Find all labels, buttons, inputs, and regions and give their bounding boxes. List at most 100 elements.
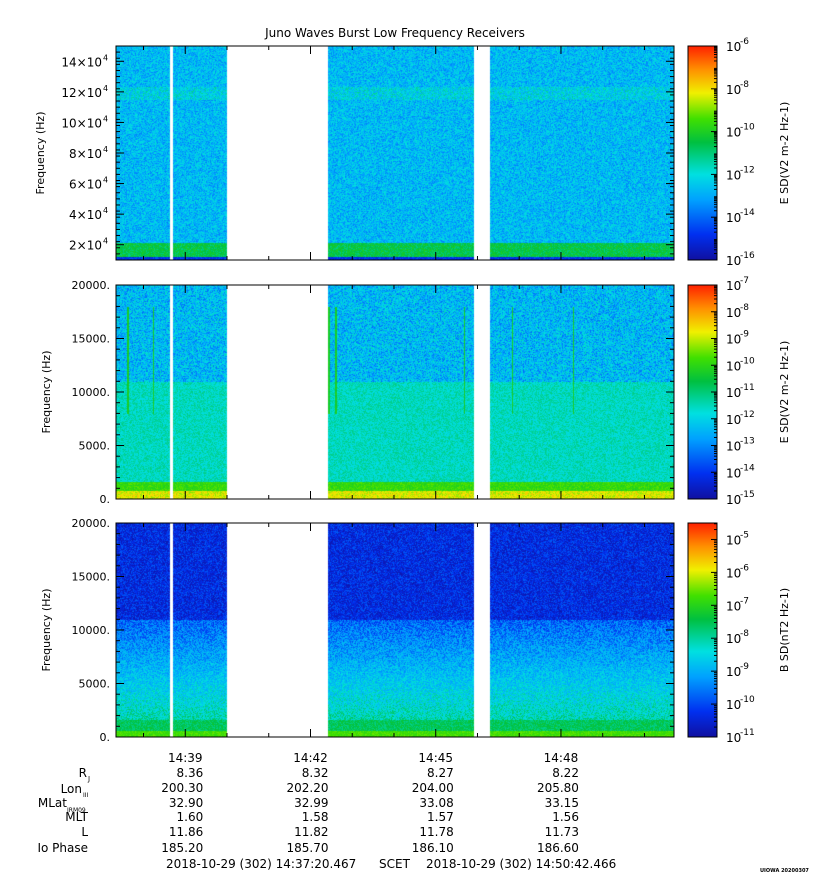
y-tick-label: 15000. <box>72 333 111 346</box>
colorbar-tick-label: 10 <box>726 126 741 140</box>
colorbar-tick-exponent: -5 <box>740 530 749 540</box>
colorbar-tick-label: 10 <box>726 566 741 580</box>
colorbar-tick-label: 10 <box>726 83 741 97</box>
colorbar-tick-label: 10 <box>726 40 741 54</box>
ephemeris-value: 11.73 <box>545 825 579 839</box>
colorbar-tick-exponent: -7 <box>740 596 749 606</box>
ephemeris-value: 33.08 <box>419 796 453 810</box>
colorbar-tick-exponent: -11 <box>740 383 755 393</box>
colorbar-tick-label: 10 <box>726 533 741 547</box>
eph-label-io: Io Phase <box>37 841 88 855</box>
ephemeris-value: 8.27 <box>427 766 454 780</box>
ephemeris-value: 11.86 <box>169 825 203 839</box>
colorbar-tick-label: 10 <box>726 211 741 225</box>
colorbar-tick-exponent: -14 <box>740 463 755 473</box>
colorbar-tick-label: 10 <box>726 254 741 268</box>
eph-label-mlat: MLat JRM09 <box>38 796 86 814</box>
colorbar-label: B SD(nT2 Hz-1) <box>778 588 791 672</box>
y-tick-label: 10000. <box>72 624 111 637</box>
ephemeris-value: 8.36 <box>177 766 204 780</box>
svg-text:Lon: Lon <box>61 782 82 796</box>
footer-end: 2018-10-29 (302) 14:50:42.466 <box>426 857 616 871</box>
colorbar-tick-label: 10 <box>726 306 741 320</box>
colorbar-tick-exponent: -15 <box>740 490 755 500</box>
ephemeris-value: 8.22 <box>552 766 579 780</box>
eph-label-l: L <box>81 825 88 839</box>
y-tick-label: 14×10 <box>61 55 102 69</box>
x-tick-label: 14:39 <box>168 751 203 765</box>
colorbar-tick-label: 10 <box>726 386 741 400</box>
colorbar-tick-label: 10 <box>726 359 741 373</box>
y-tick-label: 20000. <box>72 279 111 292</box>
ephemeris-value: 32.90 <box>169 796 203 810</box>
colorbar-tick-exponent: -8 <box>740 80 749 90</box>
colorbar-tick-exponent: -12 <box>740 410 755 420</box>
footer-stamp: UIOWA 20200307 <box>760 868 809 874</box>
colorbar-tick-exponent: -8 <box>740 629 749 639</box>
y-tick-exponent: 4 <box>103 237 108 246</box>
ephemeris-value: 1.58 <box>302 810 329 824</box>
y-tick-exponent: 4 <box>103 145 108 154</box>
panel-3-axes: 0. 5000. 10000. 15000. 20000. Frequency (Hz) 1… <box>40 517 791 745</box>
colorbar-2 <box>687 284 718 500</box>
ephemeris-value: 202.20 <box>286 781 328 795</box>
y-tick-label: 0. <box>100 731 111 744</box>
ephemeris-value: 205.80 <box>537 781 579 795</box>
colorbar-tick-label: 10 <box>726 279 741 293</box>
colorbar-tick-exponent: -13 <box>740 437 755 447</box>
y-axis-label: Frequency (Hz) <box>40 589 53 672</box>
ephemeris-value: 1.60 <box>177 810 204 824</box>
ephemeris-value: 1.56 <box>552 810 579 824</box>
colorbar-tick-exponent: -10 <box>740 695 755 705</box>
svg-text:JRM09: JRM09 <box>66 807 86 814</box>
colorbar-1 <box>687 45 718 261</box>
colorbar-label: E SD(V2 m-2 Hz-1) <box>778 341 791 444</box>
y-tick-label: 10×10 <box>61 116 102 130</box>
x-tick-label: 14:48 <box>544 751 579 765</box>
colorbar-tick-exponent: -14 <box>740 208 755 218</box>
ephemeris-value: 204.00 <box>412 781 454 795</box>
colorbar-tick-exponent: -10 <box>740 356 755 366</box>
colorbar-tick-exponent: -16 <box>740 251 755 261</box>
colorbar-tick-exponent: -12 <box>740 165 755 175</box>
colorbar-tick-exponent: -7 <box>740 276 749 286</box>
y-tick-label: 8×10 <box>69 147 102 161</box>
spectrogram-2 <box>116 285 674 499</box>
y-tick-label: 0. <box>100 493 111 506</box>
spectrogram-3 <box>116 523 674 737</box>
colorbar-tick-exponent: -6 <box>740 563 749 573</box>
y-tick-exponent: 4 <box>103 84 108 93</box>
y-tick-label: 5000. <box>79 678 111 691</box>
colorbar-tick-label: 10 <box>726 698 741 712</box>
svg-text:J: J <box>87 775 90 783</box>
colorbar-tick-label: 10 <box>726 333 741 347</box>
y-tick-label: 20000. <box>72 517 111 530</box>
ephemeris-value: 185.70 <box>286 841 328 855</box>
panel-2-axes: 0. 5000. 10000. 15000. 20000. Frequency (Hz) 1… <box>40 276 791 507</box>
chart-title: Juno Waves Burst Low Frequency Receivers <box>264 26 525 40</box>
ephemeris-value: 11.82 <box>294 825 328 839</box>
y-tick-label: 12×10 <box>61 86 102 100</box>
colorbar-tick-label: 10 <box>726 632 741 646</box>
colorbar-tick-label: 10 <box>726 493 741 507</box>
ephemeris-table: R J Lon III MLat JRM09 MLT L Io Phase 8.… <box>37 766 578 855</box>
panel-1-axes: 2×10 44×10 46×10 48×10 410×10 412×10 414×10 4Fr… <box>34 37 791 268</box>
ephemeris-value: 8.32 <box>302 766 329 780</box>
panel-1-frame <box>115 45 675 261</box>
colorbar-tick-label: 10 <box>726 440 741 454</box>
svg-text:R: R <box>79 766 87 780</box>
ephemeris-value: 185.20 <box>161 841 203 855</box>
y-tick-exponent: 4 <box>103 176 108 185</box>
y-tick-exponent: 4 <box>103 114 108 123</box>
panel-3-frame <box>115 522 675 738</box>
colorbar-tick-exponent: -10 <box>740 123 755 133</box>
eph-label-mlt: MLT <box>65 810 88 824</box>
footer-scet: SCET <box>379 857 411 871</box>
colorbar-label: E SD(V2 m-2 Hz-1) <box>778 102 791 205</box>
y-tick-label: 15000. <box>72 571 111 584</box>
y-tick-label: 10000. <box>72 386 111 399</box>
spectrogram-1 <box>116 46 674 260</box>
colorbar-tick-label: 10 <box>726 466 741 480</box>
ephemeris-value: 186.10 <box>412 841 454 855</box>
